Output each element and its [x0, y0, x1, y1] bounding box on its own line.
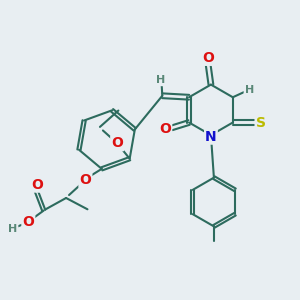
Text: H: H	[156, 75, 165, 85]
Text: O: O	[159, 122, 171, 136]
Text: N: N	[205, 130, 217, 144]
Text: O: O	[111, 136, 123, 150]
Text: H: H	[244, 85, 254, 95]
Text: O: O	[80, 173, 91, 187]
Text: S: S	[256, 116, 266, 130]
Text: O: O	[31, 178, 43, 192]
Text: O: O	[22, 215, 34, 230]
Text: O: O	[202, 51, 214, 65]
Text: H: H	[8, 224, 17, 234]
